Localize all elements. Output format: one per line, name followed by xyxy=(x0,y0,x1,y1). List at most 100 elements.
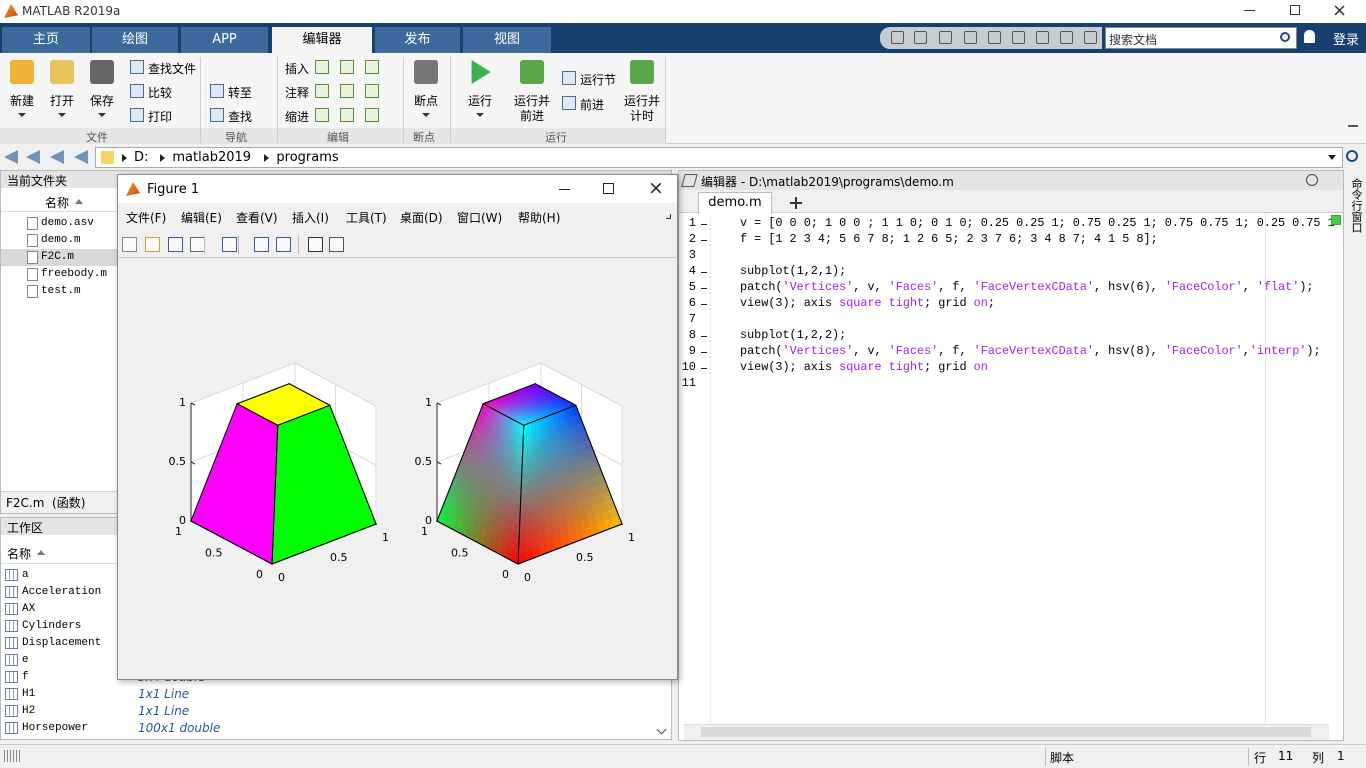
small-button-label[interactable]: 缩进 xyxy=(285,110,310,124)
toolbar-button[interactable] xyxy=(329,237,344,252)
file-name[interactable]: test.m xyxy=(41,285,81,297)
edit-icon[interactable] xyxy=(340,108,354,122)
search-icon[interactable] xyxy=(1280,32,1290,42)
small-button-label[interactable]: 插入 xyxy=(285,62,310,76)
edit-icon[interactable] xyxy=(315,108,329,122)
variable-name[interactable]: AX xyxy=(22,603,36,615)
breakpoint-dash[interactable] xyxy=(701,288,707,289)
breakpoint-dash[interactable] xyxy=(701,272,707,273)
minimize-button[interactable] xyxy=(559,189,570,190)
edit-icon[interactable] xyxy=(365,108,379,122)
toolbar-button[interactable] xyxy=(222,237,237,252)
large-button-label[interactable]: 打开 xyxy=(49,94,74,108)
panel-menu[interactable] xyxy=(1306,174,1318,186)
small-button-label[interactable]: 打印 xyxy=(148,110,173,124)
large-button-label[interactable]: 运行并 xyxy=(513,94,550,108)
variable-name[interactable]: H1 xyxy=(22,688,36,700)
variable-name[interactable]: Acceleration xyxy=(22,586,102,598)
ribbon-tab[interactable]: 绘图 xyxy=(92,27,178,53)
variable-name[interactable]: a xyxy=(22,569,29,581)
variable-name[interactable]: H2 xyxy=(22,705,36,717)
ribbon-tab[interactable]: 发布 xyxy=(375,27,460,53)
toolbar-button[interactable] xyxy=(276,237,291,252)
command-window-label[interactable]: 命令行窗口 xyxy=(1350,178,1363,233)
large-button-label[interactable]: 计时 xyxy=(629,109,654,123)
small-button-icon[interactable] xyxy=(130,60,144,74)
quick-access-icon[interactable] xyxy=(1036,31,1049,44)
large-button-label[interactable]: 运行 xyxy=(467,94,492,108)
breakpoint-dash[interactable] xyxy=(701,352,707,353)
figure-menu[interactable]: 帮助(H) xyxy=(518,211,561,225)
small-button-label[interactable]: 比较 xyxy=(148,86,173,100)
variable-name[interactable]: Displacement xyxy=(22,637,102,649)
notification-bell[interactable] xyxy=(1304,30,1315,43)
toolbar-button[interactable] xyxy=(254,237,269,252)
small-button-label[interactable]: 前进 xyxy=(580,98,605,112)
small-button-label[interactable]: 查找 xyxy=(228,110,253,124)
breakpoint-dash[interactable] xyxy=(701,368,707,369)
toolbar-button[interactable] xyxy=(122,237,137,252)
large-button-icon[interactable] xyxy=(471,60,491,84)
path-segment[interactable]: D: xyxy=(134,150,149,165)
file-name[interactable]: F2C.m xyxy=(41,251,75,263)
path-segment[interactable]: programs xyxy=(276,150,339,165)
variable-name[interactable]: Horsepower xyxy=(22,722,89,734)
breakpoint-dash[interactable] xyxy=(701,304,707,305)
large-button-label[interactable]: 新建 xyxy=(9,94,34,108)
search-folder[interactable] xyxy=(1346,150,1358,162)
small-button-icon[interactable] xyxy=(130,108,144,122)
small-button-label[interactable]: 注释 xyxy=(285,86,310,100)
file-name[interactable]: freebody.m xyxy=(41,268,108,280)
maximize-button[interactable] xyxy=(603,183,614,194)
figure-menu[interactable]: 桌面(D) xyxy=(400,211,443,225)
quick-access-icon[interactable] xyxy=(891,31,904,44)
toolbar-button[interactable] xyxy=(308,237,323,252)
variable-name[interactable]: e xyxy=(22,654,29,666)
quick-access-icon[interactable] xyxy=(914,31,927,44)
file-name[interactable]: demo.m xyxy=(41,234,81,246)
menu-dock[interactable] xyxy=(666,214,671,219)
minimize-button[interactable] xyxy=(1244,10,1255,11)
toolbar-button[interactable] xyxy=(145,237,160,252)
breakpoint-dash[interactable] xyxy=(701,240,707,241)
login-link[interactable]: 登录 xyxy=(1333,33,1360,48)
edit-icon[interactable] xyxy=(315,84,329,98)
ribbon-tab[interactable]: 视图 xyxy=(463,27,551,53)
large-button-icon[interactable] xyxy=(520,60,544,84)
quick-access-icon[interactable] xyxy=(988,31,1001,44)
nav-icon[interactable] xyxy=(4,150,18,164)
figure-menu[interactable]: 工具(T) xyxy=(346,211,387,225)
nav-icon[interactable] xyxy=(74,150,88,164)
file-tab[interactable]: demo.m xyxy=(698,192,772,214)
small-button-icon[interactable] xyxy=(210,84,224,98)
small-button-label[interactable]: 转至 xyxy=(228,86,253,100)
path-box[interactable]: D: matlab2019 programs xyxy=(95,147,1343,168)
restore-button[interactable] xyxy=(1290,5,1300,15)
figure-menu[interactable]: 查看(V) xyxy=(236,211,278,225)
quick-access-icon[interactable] xyxy=(1060,31,1073,44)
path-dropdown[interactable] xyxy=(1328,155,1336,160)
ribbon-tab[interactable]: 主页 xyxy=(2,27,90,53)
large-button-icon[interactable] xyxy=(90,60,114,84)
column-header[interactable]: 名称 xyxy=(7,547,32,561)
figure-menu[interactable]: 编辑(E) xyxy=(181,211,222,225)
variable-name[interactable]: Cylinders xyxy=(22,620,82,632)
small-button-icon[interactable] xyxy=(130,84,144,98)
edit-icon[interactable] xyxy=(315,60,329,74)
edit-icon[interactable] xyxy=(365,84,379,98)
edit-icon[interactable] xyxy=(340,84,354,98)
small-button-label[interactable]: 运行节 xyxy=(580,73,617,87)
quick-access-icon[interactable] xyxy=(1012,31,1025,44)
large-button-label[interactable]: 运行并 xyxy=(623,94,660,108)
quick-access-icon[interactable] xyxy=(939,31,952,44)
breakpoint-dash[interactable] xyxy=(701,224,707,225)
quick-access-icon[interactable] xyxy=(1084,31,1097,44)
ribbon-tab[interactable]: APP xyxy=(181,27,268,53)
ribbon-tab[interactable]: 编辑器 xyxy=(272,27,372,53)
figure-menu[interactable]: 文件(F) xyxy=(126,211,167,225)
close-button[interactable]: × xyxy=(1332,0,1348,21)
large-button-icon[interactable] xyxy=(50,60,74,84)
nav-icon[interactable] xyxy=(26,150,40,164)
large-button-label[interactable]: 前进 xyxy=(519,109,544,123)
large-button-icon[interactable] xyxy=(414,60,438,84)
